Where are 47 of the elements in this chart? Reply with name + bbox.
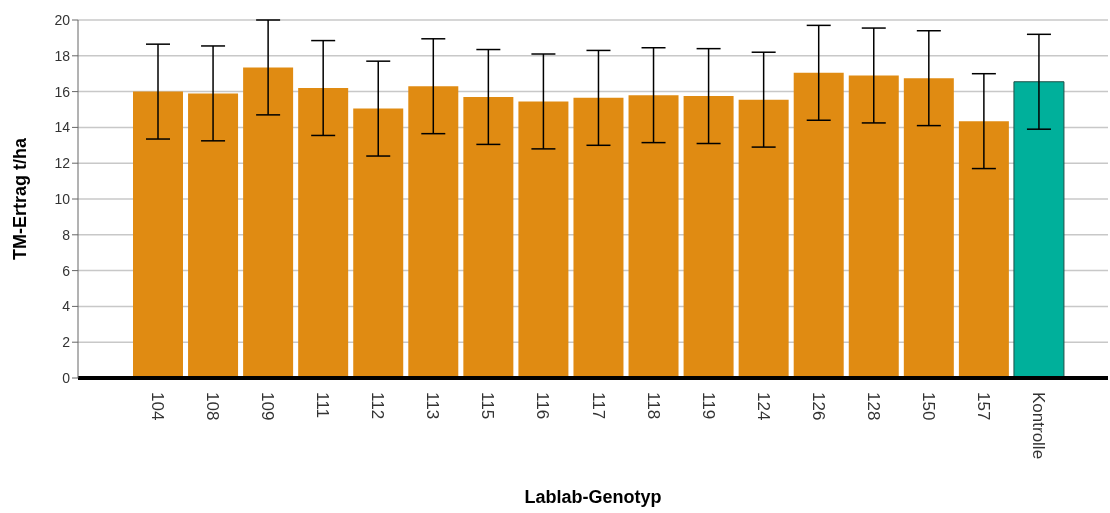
- y-tick-label: 18: [54, 47, 71, 64]
- bar: [848, 75, 899, 378]
- x-tick-label: 111: [313, 392, 333, 418]
- y-tick-label: 16: [54, 83, 71, 100]
- y-tick-label: 12: [54, 155, 71, 172]
- x-tick-label: 109: [258, 392, 278, 421]
- y-tick-label: 10: [54, 190, 71, 207]
- y-tick-label: 14: [54, 119, 71, 136]
- y-tick-label: 4: [62, 298, 71, 315]
- x-tick-label: 115: [478, 392, 498, 420]
- y-tick-label: 8: [62, 226, 71, 243]
- x-tick-label: 118: [643, 392, 663, 420]
- x-tick-label: 150: [918, 392, 938, 421]
- x-tick-label: 128: [863, 392, 883, 421]
- x-tick-label: 117: [588, 392, 608, 420]
- bar: [188, 93, 239, 378]
- x-tick-label: 113: [423, 392, 443, 420]
- x-tick-label: 126: [808, 392, 828, 421]
- bar: [408, 86, 459, 378]
- y-tick-label: 20: [54, 11, 71, 28]
- bar: [243, 67, 294, 378]
- x-tick-label: Kontrolle: [1028, 392, 1048, 460]
- x-axis-title: Lablab-Genotyp: [524, 487, 662, 507]
- y-tick-label: 0: [62, 369, 71, 386]
- bar: [463, 96, 514, 378]
- x-tick-label: 157: [973, 392, 993, 421]
- bar: [958, 121, 1009, 378]
- y-tick-label: 6: [62, 262, 71, 279]
- bar: [518, 101, 569, 378]
- x-tick-label: 124: [753, 392, 773, 421]
- bar: [133, 91, 183, 378]
- x-tick-label: 104: [148, 392, 168, 421]
- bar: [1013, 81, 1065, 378]
- bar: [353, 108, 404, 378]
- y-tick-label: 2: [62, 334, 71, 351]
- x-tick-label: 119: [698, 392, 718, 420]
- bar: [793, 72, 844, 378]
- x-tick-label: 108: [203, 392, 223, 421]
- bar: [573, 97, 624, 378]
- bar: [903, 78, 954, 378]
- y-axis-title: TM-Ertrag t/ha: [10, 137, 31, 261]
- bar: [628, 95, 679, 378]
- x-tick-label: 112: [368, 392, 388, 420]
- bar: [683, 96, 734, 378]
- bar: [738, 99, 789, 378]
- x-tick-label: 116: [533, 392, 553, 420]
- bar: [298, 88, 349, 378]
